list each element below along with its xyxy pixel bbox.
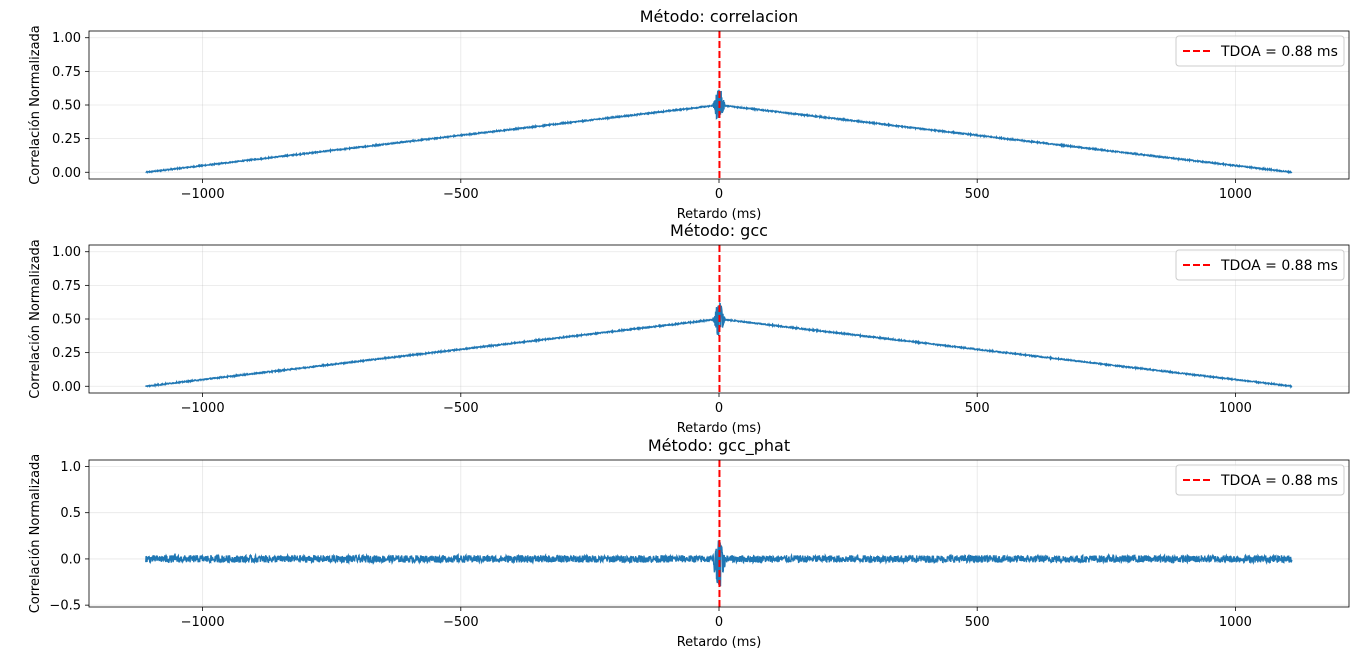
x-tick-label: 1000 — [1219, 187, 1252, 202]
legend: TDOA = 0.88 ms — [1175, 35, 1345, 67]
subplot-1: −1000 −500 0 500 1000 0.00 0.25 0.50 0.75 1.00 Mét… — [28, 7, 1350, 222]
legend: TDOA = 0.88 ms — [1175, 464, 1345, 496]
legend-label: TDOA = 0.88 ms — [1220, 473, 1338, 489]
x-tick-label: 1000 — [1219, 401, 1252, 416]
chart-title: Método: gcc — [670, 221, 768, 240]
x-axis-label: Retardo (ms) — [677, 207, 762, 222]
x-tick-label: −1000 — [181, 401, 225, 416]
x-axis-label: Retardo (ms) — [677, 421, 762, 436]
y-axis-label: Correlación Normalizada — [28, 25, 43, 185]
x-tick-label: −500 — [443, 615, 479, 630]
x-tick-label: −1000 — [181, 615, 225, 630]
y-tick-label: −0.5 — [49, 599, 81, 614]
x-tick-label: −1000 — [181, 187, 225, 202]
legend-box — [1175, 35, 1345, 67]
x-tick-label: 500 — [965, 187, 990, 202]
y-tick-label: 0.0 — [60, 552, 81, 567]
chart-title: Método: gcc_phat — [648, 436, 790, 456]
y-tick-label: 1.00 — [52, 31, 81, 46]
x-tick-label: 0 — [715, 187, 723, 202]
subplot-2: −1000 −500 0 500 1000 0.00 0.25 0.50 0.75 1.00 Mét… — [28, 221, 1350, 436]
y-tick-label: 1.00 — [52, 245, 81, 260]
y-tick-label: 0.25 — [52, 132, 81, 147]
legend-label: TDOA = 0.88 ms — [1220, 258, 1338, 274]
x-tick-label: 500 — [965, 615, 990, 630]
x-tick-label: −500 — [443, 187, 479, 202]
legend-box — [1175, 464, 1345, 496]
legend-box — [1175, 249, 1345, 281]
legend: TDOA = 0.88 ms — [1175, 249, 1345, 281]
y-tick-label: 0.00 — [52, 380, 81, 395]
y-tick-label: 0.25 — [52, 346, 81, 361]
y-tick-label: 1.0 — [60, 460, 81, 475]
y-tick-label: 0.50 — [52, 313, 81, 328]
data-line-series — [145, 301, 1293, 390]
x-axis-label: Retardo (ms) — [677, 635, 762, 650]
y-tick-label: 0.50 — [52, 99, 81, 114]
y-tick-label: 0.00 — [52, 166, 81, 181]
subplot-3: −1000 −500 0 500 1000 −0.5 0.0 0.5 1.0 Método: gc… — [28, 436, 1350, 650]
x-tick-label: −500 — [443, 401, 479, 416]
y-axis-label: Correlación Normalizada — [28, 239, 43, 399]
y-tick-label: 0.75 — [52, 279, 81, 294]
legend-label: TDOA = 0.88 ms — [1220, 44, 1338, 60]
y-tick-label: 0.75 — [52, 65, 81, 80]
x-tick-label: 1000 — [1219, 615, 1252, 630]
y-tick-label: 0.5 — [60, 506, 81, 521]
y-axis-label: Correlación Normalizada — [28, 454, 43, 614]
x-tick-label: 0 — [715, 615, 723, 630]
x-tick-label: 500 — [965, 401, 990, 416]
x-tick-label: 0 — [715, 401, 723, 416]
chart-title: Método: correlacion — [640, 7, 799, 26]
